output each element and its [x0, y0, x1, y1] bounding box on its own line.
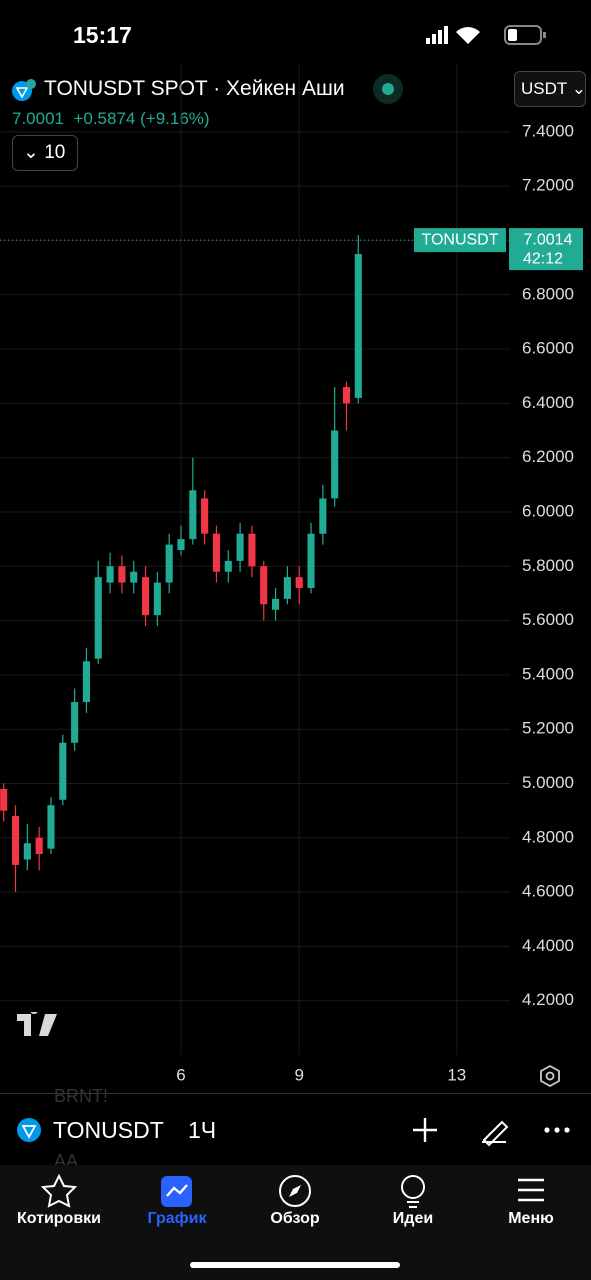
y-tick-label: 6.0000 — [522, 501, 574, 520]
candle-body — [35, 837, 43, 855]
x-tick-label: 6 — [176, 1065, 185, 1084]
y-tick-label: 7.4000 — [522, 121, 574, 140]
candle-body — [106, 566, 114, 583]
candle-body — [153, 582, 161, 616]
price-line: 7.0001 +0.5874 (+9.16%) — [12, 109, 210, 129]
candle-body — [236, 533, 244, 561]
candle-body — [11, 816, 20, 865]
y-tick-label: 4.2000 — [522, 990, 574, 1009]
candle-body — [260, 566, 268, 605]
y-tick-label: 6.6000 — [522, 339, 574, 358]
candle-body — [141, 577, 150, 616]
status-time: 15:17 — [73, 22, 132, 48]
change: +0.5874 — [73, 109, 136, 128]
market-status — [373, 74, 403, 104]
more-button[interactable] — [544, 1127, 570, 1133]
tab[interactable]: Котировки — [16, 1210, 102, 1227]
candle-body — [248, 533, 256, 567]
candle-body — [130, 571, 138, 583]
candle-body — [47, 805, 55, 849]
tab-icons — [40, 1173, 544, 1208]
status-icons — [426, 25, 546, 45]
last-price-symbol: TONUSDT — [421, 231, 498, 248]
y-tick-label: 4.4000 — [522, 936, 574, 955]
x-tick-label: 9 — [294, 1065, 303, 1084]
currency-label: USDT — [521, 79, 567, 98]
y-tick-label: 4.6000 — [522, 882, 574, 901]
candle-body — [354, 254, 362, 398]
add-button[interactable] — [413, 1118, 437, 1142]
home-indicator — [190, 1262, 400, 1268]
candle-body — [23, 843, 31, 860]
y-tick-label: 5.6000 — [522, 610, 574, 629]
candle-body — [177, 539, 185, 550]
tab[interactable]: Обзор — [270, 1210, 320, 1227]
y-tick-label: 6.8000 — [522, 284, 574, 303]
candle-body — [342, 387, 351, 404]
tab[interactable]: Идеи — [392, 1210, 434, 1227]
y-tick-label: 5.8000 — [522, 556, 574, 575]
y-tick-label: 4.8000 — [522, 827, 574, 846]
price: 7.0001 — [12, 109, 64, 128]
candle-body — [165, 544, 173, 583]
last-price-box — [509, 228, 583, 271]
candle-body — [224, 560, 232, 572]
y-tick-label: 6.4000 — [522, 393, 574, 412]
y-tick-label: 5.2000 — [522, 719, 574, 738]
collapse-button[interactable]: ⌄ 10 — [12, 135, 78, 171]
toolbar — [413, 1118, 570, 1147]
ton-logo — [17, 1118, 41, 1142]
last-price-label: 7.0014 — [524, 231, 573, 248]
candle-body — [283, 577, 291, 599]
collapse-count: 10 — [44, 142, 66, 163]
currency-button[interactable]: USDT ⌄ — [514, 71, 586, 107]
ton-logo — [12, 79, 36, 101]
divider — [0, 1093, 591, 1094]
candle-body — [212, 533, 221, 572]
candle-body — [272, 598, 280, 610]
y-tick-label: 7.2000 — [522, 176, 574, 195]
candle-body — [307, 533, 315, 589]
candle-body — [82, 661, 90, 703]
draw-button[interactable] — [482, 1120, 509, 1147]
bar-symbol[interactable]: TONUSDT — [53, 1117, 164, 1143]
tab-bar — [0, 1165, 591, 1280]
chart: 4.2000 4.4000 4.6000 4.8000 5.0000 5.2000 5.40… — [0, 64, 583, 1084]
candle-body — [94, 577, 102, 659]
settings-icon[interactable] — [538, 1064, 562, 1088]
ghost-text: BRNT! — [54, 1086, 108, 1106]
bar-interval[interactable]: 1Ч — [188, 1117, 217, 1143]
y-tick-label: 6.2000 — [522, 447, 574, 466]
x-tick-label: 13 — [447, 1065, 466, 1084]
last-price-symbol-box — [414, 228, 506, 253]
tab[interactable]: График — [147, 1210, 207, 1227]
tab[interactable]: Меню — [508, 1210, 554, 1227]
candle-body — [319, 498, 327, 534]
y-tick-label: 5.4000 — [522, 664, 574, 683]
candle-body — [189, 490, 197, 540]
candle-body — [0, 788, 8, 811]
countdown: 42:12 — [523, 250, 563, 267]
candle-body — [59, 742, 67, 800]
tv-logo — [17, 1012, 57, 1036]
candle-body — [71, 702, 79, 743]
candle-body — [201, 498, 209, 534]
candle-body — [295, 577, 303, 589]
candle-body — [331, 430, 339, 499]
candle-body — [118, 566, 126, 583]
y-tick-label: 5.0000 — [522, 773, 574, 792]
change-pct: (+9.16%) — [140, 109, 210, 128]
symbol-title: TONUSDT SPOT · Хейкен Аши — [44, 77, 345, 100]
